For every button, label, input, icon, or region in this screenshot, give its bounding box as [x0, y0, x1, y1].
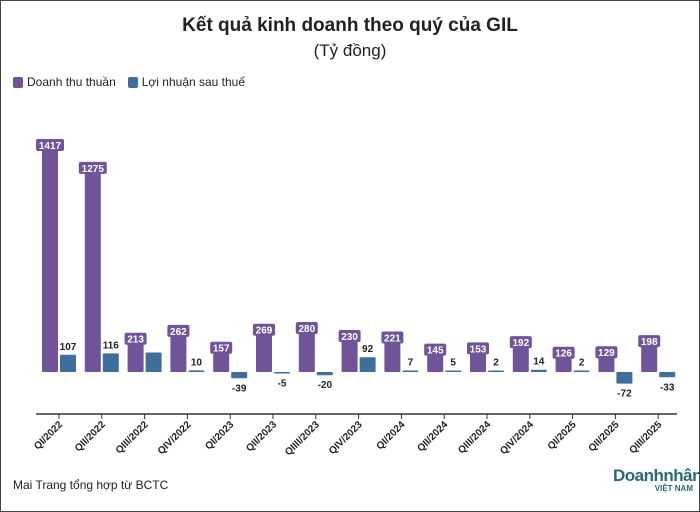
x-tick-label: QIII/2022 — [114, 419, 151, 456]
chart-title: Kết quả kinh doanh theo quý của GIL — [182, 15, 518, 36]
data-label-bg — [424, 343, 447, 356]
bar-profit — [402, 370, 419, 372]
data-label: 269 — [256, 326, 273, 337]
legend-item-revenue: Doanh thu thuần — [13, 75, 116, 89]
bar-revenue — [256, 328, 272, 372]
data-label: 145 — [427, 346, 444, 357]
x-tick-label: QI/2022 — [32, 419, 65, 452]
bar-revenue — [641, 340, 658, 372]
bar-profit — [659, 372, 676, 378]
x-tick-label: QI/2024 — [375, 419, 408, 452]
data-label: 107 — [60, 342, 77, 353]
bar-profit — [359, 357, 376, 372]
bar-profit — [445, 370, 462, 372]
plot-area: QI/20221417107QII/20221275116QIII/202221… — [32, 139, 677, 458]
bar-profit — [102, 353, 119, 372]
data-label-bg — [509, 336, 532, 349]
bar-revenue — [298, 326, 315, 372]
data-label: -72 — [617, 389, 632, 400]
data-label-bg — [124, 332, 147, 345]
legend-label: Lợi nhuận sau thuế — [141, 75, 246, 89]
data-label-bg — [78, 161, 107, 174]
data-label: -20 — [318, 380, 333, 391]
bar-revenue — [127, 337, 144, 372]
data-label-bg — [338, 329, 361, 342]
bar-profit — [145, 352, 162, 372]
bar-profit — [60, 354, 76, 372]
data-label: -5 — [278, 379, 287, 390]
data-label-bg — [36, 139, 64, 151]
data-label: 198 — [641, 337, 658, 348]
data-label: 1275 — [82, 164, 105, 175]
bar-profit — [316, 372, 333, 376]
x-tick-label: QII/2024 — [415, 419, 450, 454]
data-label: 280 — [298, 324, 315, 335]
bar-profit — [616, 372, 633, 384]
data-label: 126 — [555, 349, 572, 360]
data-label-bg — [381, 331, 404, 344]
bar-profit — [231, 372, 248, 379]
data-label: 1417 — [39, 141, 62, 152]
bar-revenue — [384, 336, 401, 372]
x-tick-label: QI/2023 — [203, 419, 236, 452]
data-label-bg — [253, 323, 275, 336]
logo: Doanhnhân VIỆT NAM — [613, 466, 700, 493]
data-label: 157 — [213, 344, 230, 355]
data-label: -33 — [660, 382, 675, 393]
legend: Doanh thu thuần Lợi nhuận sau thuế — [13, 75, 245, 89]
data-label: 14 — [533, 357, 545, 368]
data-label: 213 — [127, 335, 144, 346]
x-tick-label: QIV/2023 — [327, 419, 365, 457]
data-label-bg — [552, 346, 575, 359]
legend-label: Doanh thu thuần — [27, 75, 116, 89]
data-label-bg — [210, 341, 233, 354]
source-note: Mai Trang tổng hợp từ BCTC — [13, 478, 169, 492]
x-tick-label: QIII/2025 — [627, 419, 664, 456]
data-label: 92 — [362, 344, 374, 355]
data-label: 129 — [598, 348, 615, 359]
data-label: 230 — [341, 332, 358, 343]
data-label-bg — [638, 335, 661, 348]
data-label: 262 — [170, 327, 187, 338]
x-tick-label: QII/2022 — [73, 419, 108, 454]
x-tick-label: QIV/2024 — [498, 419, 536, 457]
x-tick-label: QIV/2022 — [156, 419, 194, 457]
data-label: 10 — [191, 357, 203, 368]
data-label-bg — [167, 324, 190, 337]
legend-swatch — [13, 76, 23, 88]
data-label-bg — [595, 346, 618, 359]
bar-revenue — [341, 334, 358, 372]
data-label: 116 — [103, 340, 120, 351]
x-tick-label: QIIII/2023 — [283, 419, 322, 458]
data-label-bg — [295, 321, 318, 334]
legend-item-profit: Lợi nhuận sau thuế — [127, 75, 246, 89]
bar-profit — [188, 370, 205, 372]
bar-revenue — [170, 329, 187, 372]
x-tick-label: QIII/2024 — [456, 419, 493, 456]
data-label: 192 — [512, 338, 529, 349]
data-label-bg — [467, 342, 489, 355]
bar-profit — [488, 370, 504, 372]
data-label: 153 — [470, 344, 487, 355]
data-label: 221 — [384, 333, 401, 344]
x-tick-label: QI/2025 — [546, 419, 579, 452]
bar-revenue — [84, 166, 101, 372]
x-tick-label: QII/2025 — [587, 419, 622, 454]
bar-revenue — [512, 341, 529, 372]
data-label: 2 — [579, 358, 585, 369]
data-label: 2 — [493, 358, 499, 369]
bar-profit — [530, 369, 547, 372]
x-tick-label: QII/2023 — [244, 419, 279, 454]
chart-subtitle: (Tỷ đồng) — [313, 41, 387, 60]
data-label: -39 — [232, 383, 247, 394]
data-label: 7 — [408, 358, 414, 369]
bar-profit — [274, 372, 290, 374]
legend-swatch — [127, 76, 138, 88]
bar-revenue — [42, 144, 58, 372]
data-label: 5 — [450, 358, 456, 369]
bar-profit — [573, 370, 590, 372]
